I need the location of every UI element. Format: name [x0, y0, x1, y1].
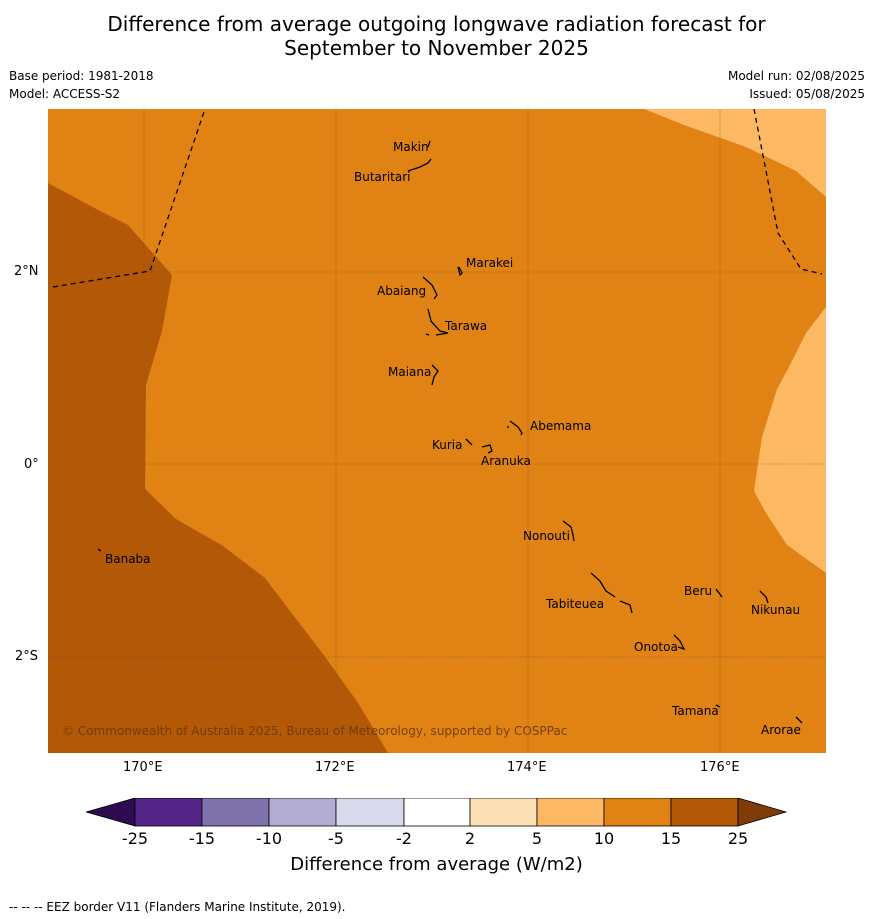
lat-label-2s: 2°S — [15, 649, 39, 664]
map-panel: Makin Butaritari Marakei Abaiang Tarawa … — [48, 109, 826, 753]
colorbar-tick-5: -2 — [396, 829, 412, 848]
colorbar-tick-9: 15 — [660, 829, 682, 848]
colorbar-swatch-2 — [201, 797, 270, 827]
colorbar-swatch-1 — [134, 797, 203, 827]
colorbar-tick-1: -25 — [121, 829, 149, 848]
anomaly-region-5-10-east — [754, 307, 826, 573]
colorbar-extend-low — [84, 797, 136, 827]
title-line-2: September to November 2025 — [284, 36, 589, 60]
colorbar-swatch-6 — [469, 797, 538, 827]
place-label-arorae: Arorae — [761, 723, 801, 737]
place-label-beru: Beru — [684, 584, 712, 598]
colorbar-extend-high — [737, 797, 788, 827]
place-label-nikunau: Nikunau — [751, 603, 800, 617]
anomaly-region-5-10-north — [644, 109, 826, 197]
place-label-makin: Makin — [393, 140, 429, 154]
colorbar-tick-7: 5 — [531, 829, 543, 848]
place-label-tamana: Tamana — [671, 704, 719, 718]
lon-label-174e: 174°E — [507, 760, 547, 775]
eez-borders — [52, 109, 823, 288]
anomaly-region-15-25 — [48, 183, 388, 753]
olr-anomaly-map: Makin Butaritari Marakei Abaiang Tarawa … — [48, 109, 826, 753]
issued-text: Issued: 05/08/2025 — [749, 87, 865, 101]
colorbar-swatch-4 — [335, 797, 405, 827]
title-line-1: Difference from average outgoing longwav… — [107, 12, 766, 36]
base-period-text: Base period: 1981-2018 — [9, 69, 154, 83]
place-label-tabiteuea: Tabiteuea — [545, 597, 604, 611]
colorbar-swatch-7 — [536, 797, 605, 827]
model-run-text: Model run: 02/08/2025 — [727, 69, 865, 83]
colorbar-tick-10: 25 — [727, 829, 749, 848]
colorbar-swatch-3 — [268, 797, 337, 827]
lon-label-172e: 172°E — [315, 760, 355, 775]
colorbar-swatch-8 — [603, 797, 672, 827]
place-label-abaiang: Abaiang — [377, 284, 426, 298]
colorbar — [84, 797, 788, 832]
model-text: Model: ACCESS-S2 — [9, 87, 121, 101]
island-outlines — [97, 140, 803, 724]
colorbar-label: Difference from average (W/m2) — [290, 854, 583, 875]
place-label-abemama: Abemama — [530, 419, 591, 433]
place-label-maiana: Maiana — [388, 365, 431, 379]
place-label-kuria: Kuria — [432, 438, 463, 452]
lat-label-0: 0° — [24, 457, 39, 472]
map-title: Difference from average outgoing longwav… — [0, 12, 873, 60]
place-labels: Makin Butaritari Marakei Abaiang Tarawa … — [105, 140, 801, 737]
colorbar-swatch-5 — [403, 797, 471, 827]
colorbar-swatch-9 — [670, 797, 739, 827]
colorbar-tick-8: 10 — [593, 829, 615, 848]
place-label-aranuka: Aranuka — [481, 454, 531, 468]
colorbar-tick-6: 2 — [464, 829, 476, 848]
place-label-marakei: Marakei — [466, 256, 513, 270]
lat-label-2n: 2°N — [14, 264, 39, 279]
place-label-nonouti: Nonouti — [523, 529, 570, 543]
colorbar-tick-2: -15 — [188, 829, 216, 848]
place-label-onotoa: Onotoa — [634, 640, 678, 654]
eez-footnote: -- -- -- EEZ border V11 (Flanders Marine… — [9, 900, 346, 914]
colorbar-tick-4: -5 — [328, 829, 344, 848]
lon-label-170e: 170°E — [123, 760, 163, 775]
graticule — [48, 109, 826, 753]
colorbar-tick-3: -10 — [255, 829, 283, 848]
place-label-banaba: Banaba — [105, 552, 151, 566]
place-label-tarawa: Tarawa — [444, 319, 487, 333]
copyright-notice: © Commonwealth of Australia 2025, Bureau… — [62, 724, 568, 738]
lon-label-176e: 176°E — [700, 760, 740, 775]
colorbar-graphic — [84, 797, 788, 827]
place-label-butaritari: Butaritari — [354, 170, 411, 184]
